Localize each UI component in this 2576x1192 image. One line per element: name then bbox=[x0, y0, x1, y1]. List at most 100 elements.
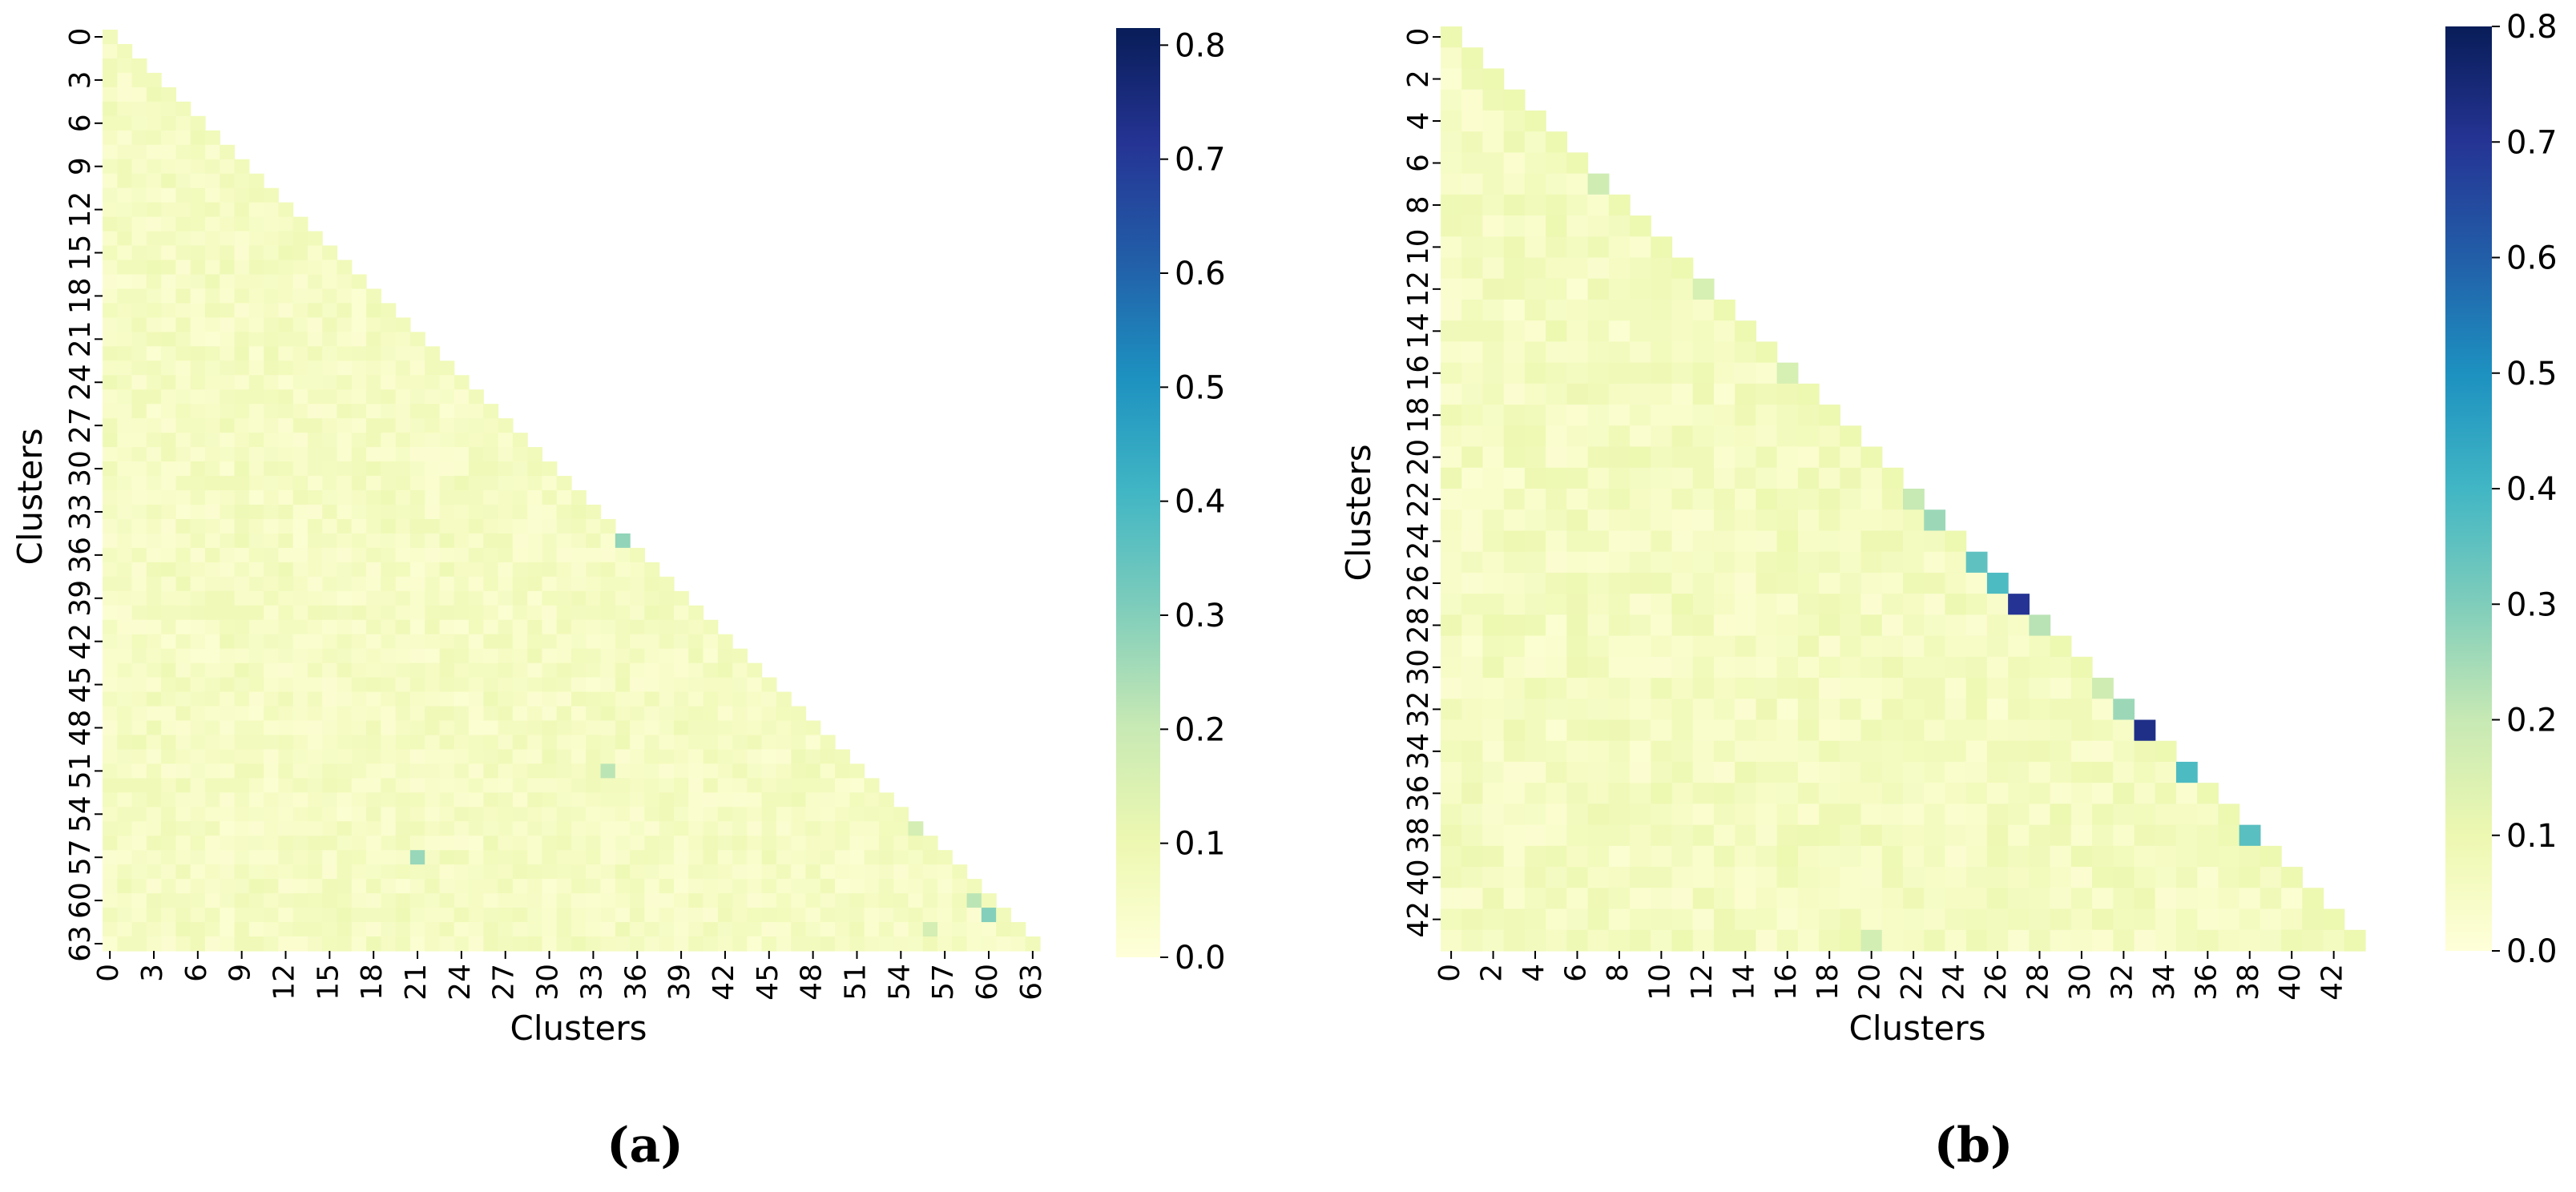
heatmap-cell bbox=[2281, 888, 2303, 910]
heatmap-cell bbox=[454, 735, 470, 751]
heatmap-cell bbox=[1608, 383, 1631, 405]
heatmap-cell bbox=[1903, 761, 1925, 783]
heatmap-cell bbox=[234, 360, 250, 376]
heatmap-cell bbox=[146, 619, 162, 635]
heatmap-cell bbox=[220, 202, 236, 218]
heatmap-cell bbox=[366, 677, 381, 693]
heatmap-cell bbox=[264, 260, 279, 276]
heatmap-cell bbox=[747, 864, 763, 880]
heatmap-cell bbox=[835, 864, 850, 880]
heatmap-cell bbox=[791, 778, 807, 793]
heatmap-cell bbox=[131, 87, 147, 103]
heatmap-cell bbox=[1482, 194, 1505, 216]
heatmap-cell bbox=[512, 836, 528, 851]
heatmap-cell bbox=[1441, 320, 1462, 343]
heatmap-cell bbox=[161, 360, 177, 376]
heatmap-cell bbox=[351, 562, 367, 578]
heatmap-cell bbox=[1797, 761, 1820, 783]
heatmap-cell bbox=[1461, 467, 1484, 489]
heatmap-cell bbox=[776, 792, 792, 807]
heatmap-cell bbox=[571, 936, 587, 952]
heatmap-cell bbox=[791, 821, 807, 836]
heatmap-cell bbox=[1881, 635, 1904, 658]
heatmap-cell bbox=[395, 590, 411, 606]
heatmap-cell bbox=[2050, 635, 2072, 658]
heatmap-cell bbox=[1735, 509, 1757, 532]
heatmap-cell bbox=[1840, 614, 1862, 637]
heatmap-cell bbox=[395, 807, 411, 822]
y-tick-label: 12 bbox=[1402, 271, 1435, 308]
heatmap-cell bbox=[1482, 678, 1505, 699]
heatmap-cell bbox=[556, 662, 572, 679]
heatmap-cell bbox=[190, 893, 206, 908]
heatmap-cell bbox=[439, 562, 455, 578]
heatmap-cell bbox=[527, 461, 543, 477]
heatmap-cell bbox=[439, 418, 455, 433]
heatmap-cell bbox=[439, 375, 455, 390]
heatmap-cell bbox=[2155, 803, 2177, 826]
heatmap-cell bbox=[454, 590, 470, 606]
heatmap-cell bbox=[908, 922, 924, 937]
heatmap-cell bbox=[292, 476, 308, 491]
heatmap-cell bbox=[131, 634, 147, 650]
heatmap-cell bbox=[586, 605, 602, 621]
heatmap-cell bbox=[1671, 530, 1694, 553]
heatmap-cell bbox=[1608, 341, 1631, 364]
heatmap-cell bbox=[600, 720, 616, 736]
heatmap-cell bbox=[381, 778, 397, 793]
x-tick-label: 0 bbox=[1433, 964, 1466, 982]
heatmap-cell bbox=[351, 433, 367, 448]
heatmap-cell bbox=[117, 404, 133, 419]
heatmap-cell bbox=[146, 144, 162, 160]
heatmap-cell bbox=[600, 735, 616, 751]
heatmap-cell bbox=[805, 763, 821, 779]
heatmap-cell bbox=[161, 634, 177, 650]
heatmap-cell bbox=[131, 763, 147, 779]
heatmap-cell bbox=[1735, 824, 1757, 847]
heatmap-cell bbox=[337, 662, 353, 679]
heatmap-cell bbox=[381, 389, 397, 405]
heatmap-cell bbox=[1608, 257, 1631, 280]
heatmap-cell bbox=[439, 504, 455, 520]
heatmap-cell bbox=[1503, 614, 1526, 637]
heatmap-cell bbox=[1524, 635, 1546, 658]
heatmap-cell bbox=[1546, 425, 1567, 448]
heatmap-cell bbox=[717, 836, 733, 851]
heatmap-cell bbox=[1651, 236, 1673, 259]
y-tick-label: 2 bbox=[1402, 70, 1435, 88]
heatmap-cell bbox=[204, 562, 220, 578]
colorbar-tick-label: 0.3 bbox=[1175, 598, 1226, 634]
heatmap-cell bbox=[117, 533, 133, 549]
heatmap-cell bbox=[586, 576, 602, 592]
heatmap-cell bbox=[717, 706, 733, 722]
heatmap-cell bbox=[556, 533, 572, 549]
heatmap-cell bbox=[1608, 236, 1631, 259]
heatmap-cell bbox=[1671, 299, 1694, 321]
heatmap-cell bbox=[1776, 803, 1799, 826]
heatmap-cell bbox=[1860, 888, 1883, 910]
heatmap-cell bbox=[498, 836, 514, 851]
heatmap-cell bbox=[1713, 362, 1735, 385]
heatmap-cell bbox=[571, 590, 587, 606]
heatmap-cell bbox=[307, 619, 323, 635]
heatmap-cell bbox=[351, 936, 367, 952]
heatmap-cell bbox=[586, 778, 602, 793]
heatmap-cell bbox=[600, 807, 616, 822]
heatmap-cell bbox=[1651, 299, 1673, 321]
heatmap-cell bbox=[190, 173, 206, 189]
heatmap-cell bbox=[103, 245, 118, 261]
heatmap-cell bbox=[1503, 194, 1526, 216]
heatmap-cell bbox=[131, 375, 147, 390]
heatmap-cell bbox=[117, 58, 133, 74]
heatmap-cell bbox=[1587, 215, 1610, 237]
heatmap-cell bbox=[1546, 446, 1567, 469]
heatmap-cell bbox=[469, 792, 484, 807]
heatmap-cell bbox=[1986, 803, 2009, 826]
heatmap-cell bbox=[190, 763, 206, 779]
heatmap-cell bbox=[600, 836, 616, 851]
heatmap-cell bbox=[409, 836, 425, 851]
heatmap-cell bbox=[761, 850, 777, 865]
heatmap-cell bbox=[805, 821, 821, 836]
heatmap-cell bbox=[322, 303, 338, 318]
heatmap-cell bbox=[366, 576, 381, 592]
